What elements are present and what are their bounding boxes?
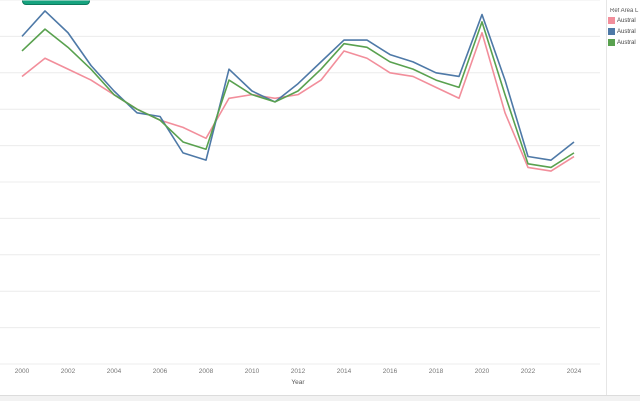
divider	[606, 0, 607, 396]
x-tick-label: 2002	[61, 368, 76, 375]
legend-label: Austral	[617, 17, 636, 24]
legend-swatch	[608, 28, 615, 35]
status-bar	[0, 395, 640, 401]
active-tab[interactable]	[22, 0, 90, 5]
legend-item[interactable]: Austral	[608, 16, 640, 25]
legend-item[interactable]: Austral	[608, 27, 640, 36]
x-tick-label: 2010	[245, 368, 260, 375]
x-tick-label: 2008	[199, 368, 214, 375]
x-tick-label: 2006	[153, 368, 168, 375]
x-tick-label: 2018	[429, 368, 444, 375]
x-tick-label: 2020	[475, 368, 490, 375]
top-toolbar	[0, 0, 640, 5]
x-axis-label: Year	[291, 379, 305, 386]
legend-title: Ref Area L	[610, 8, 639, 14]
legend: Ref Area L Austral Austral Austral	[608, 8, 640, 68]
legend-label: Austral	[617, 39, 636, 46]
x-tick-label: 2024	[567, 368, 582, 375]
legend-item[interactable]: Austral	[608, 38, 640, 47]
x-tick-label: 2014	[337, 368, 352, 375]
legend-swatch	[608, 17, 615, 24]
series-line[interactable]	[21, 21, 575, 169]
x-tick-label: 2016	[383, 368, 398, 375]
series-lines	[21, 10, 575, 172]
x-axis-ticks: 2000 2002 2004 2006 2008 2010 2012 2014 2016 2018…	[15, 368, 582, 375]
x-tick-label: 2012	[291, 368, 306, 375]
series-line[interactable]	[21, 10, 575, 161]
x-tick-label: 2000	[15, 368, 30, 375]
x-tick-label: 2004	[107, 368, 122, 375]
legend-label: Austral	[617, 28, 636, 35]
gridlines	[0, 0, 600, 365]
legend-swatch	[608, 39, 615, 46]
x-tick-label: 2022	[521, 368, 536, 375]
